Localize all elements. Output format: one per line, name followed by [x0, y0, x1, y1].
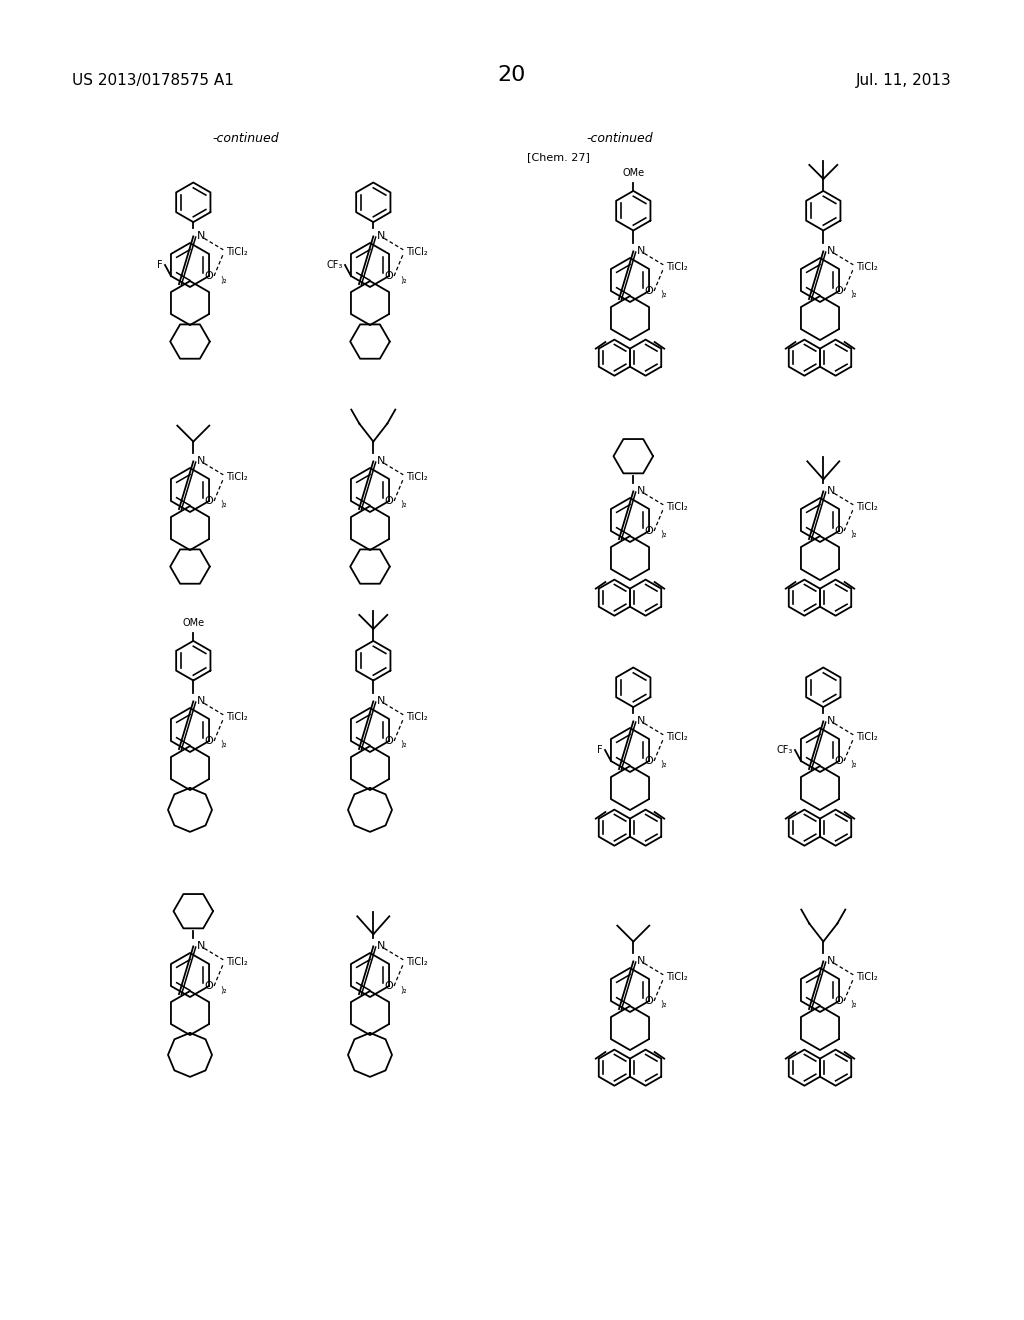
Text: O: O	[205, 737, 213, 746]
Text: -continued: -continued	[213, 132, 280, 145]
Text: N: N	[637, 957, 646, 966]
Text: TiCl₂: TiCl₂	[667, 502, 688, 512]
Text: [Chem. 27]: [Chem. 27]	[527, 152, 590, 162]
Text: 20: 20	[498, 65, 526, 84]
Text: O: O	[385, 496, 393, 506]
Text: O: O	[205, 981, 213, 991]
Text: TiCl₂: TiCl₂	[856, 972, 878, 982]
Text: )₂: )₂	[660, 290, 667, 300]
Text: TiCl₂: TiCl₂	[226, 471, 248, 482]
Text: )₂: )₂	[220, 741, 226, 750]
Text: O: O	[645, 286, 653, 296]
Text: N: N	[827, 486, 836, 496]
Text: TiCl₂: TiCl₂	[226, 247, 248, 257]
Text: US 2013/0178575 A1: US 2013/0178575 A1	[72, 73, 233, 88]
Text: N: N	[637, 717, 646, 726]
Text: TiCl₂: TiCl₂	[407, 471, 428, 482]
Text: )₂: )₂	[400, 986, 407, 994]
Text: N: N	[198, 941, 206, 952]
Text: N: N	[198, 697, 206, 706]
Text: TiCl₂: TiCl₂	[226, 957, 248, 966]
Text: N: N	[377, 697, 386, 706]
Text: CF₃: CF₃	[327, 260, 343, 271]
Text: N: N	[198, 457, 206, 466]
Text: O: O	[835, 997, 844, 1006]
Text: )₂: )₂	[850, 290, 856, 300]
Text: TiCl₂: TiCl₂	[667, 731, 688, 742]
Text: O: O	[385, 981, 393, 991]
Text: N: N	[377, 231, 386, 242]
Text: )₂: )₂	[220, 276, 226, 285]
Text: O: O	[645, 525, 653, 536]
Text: F: F	[597, 744, 603, 755]
Text: )₂: )₂	[220, 500, 226, 510]
Text: -continued: -continued	[587, 132, 653, 145]
Text: )₂: )₂	[660, 531, 667, 540]
Text: N: N	[377, 457, 386, 466]
Text: TiCl₂: TiCl₂	[407, 247, 428, 257]
Text: Jul. 11, 2013: Jul. 11, 2013	[856, 73, 952, 88]
Text: O: O	[645, 756, 653, 766]
Text: N: N	[637, 486, 646, 496]
Text: O: O	[835, 756, 844, 766]
Text: N: N	[827, 717, 836, 726]
Text: O: O	[205, 496, 213, 506]
Text: OMe: OMe	[623, 168, 644, 178]
Text: )₂: )₂	[660, 760, 667, 770]
Text: TiCl₂: TiCl₂	[407, 957, 428, 966]
Text: O: O	[645, 997, 653, 1006]
Text: CF₃: CF₃	[776, 744, 793, 755]
Text: F: F	[158, 260, 163, 271]
Text: N: N	[827, 957, 836, 966]
Text: TiCl₂: TiCl₂	[407, 711, 428, 722]
Text: N: N	[637, 247, 646, 256]
Text: )₂: )₂	[660, 1001, 667, 1010]
Text: )₂: )₂	[850, 760, 856, 770]
Text: O: O	[205, 271, 213, 281]
Text: O: O	[385, 271, 393, 281]
Text: N: N	[198, 231, 206, 242]
Text: )₂: )₂	[850, 531, 856, 540]
Text: O: O	[835, 286, 844, 296]
Text: )₂: )₂	[400, 500, 407, 510]
Text: )₂: )₂	[400, 276, 407, 285]
Text: )₂: )₂	[850, 1001, 856, 1010]
Text: N: N	[377, 941, 386, 952]
Text: N: N	[827, 247, 836, 256]
Text: )₂: )₂	[400, 741, 407, 750]
Text: TiCl₂: TiCl₂	[856, 731, 878, 742]
Text: TiCl₂: TiCl₂	[856, 502, 878, 512]
Text: O: O	[835, 525, 844, 536]
Text: OMe: OMe	[182, 618, 205, 628]
Text: O: O	[385, 737, 393, 746]
Text: TiCl₂: TiCl₂	[226, 711, 248, 722]
Text: TiCl₂: TiCl₂	[667, 261, 688, 272]
Text: TiCl₂: TiCl₂	[856, 261, 878, 272]
Text: )₂: )₂	[220, 986, 226, 994]
Text: TiCl₂: TiCl₂	[667, 972, 688, 982]
